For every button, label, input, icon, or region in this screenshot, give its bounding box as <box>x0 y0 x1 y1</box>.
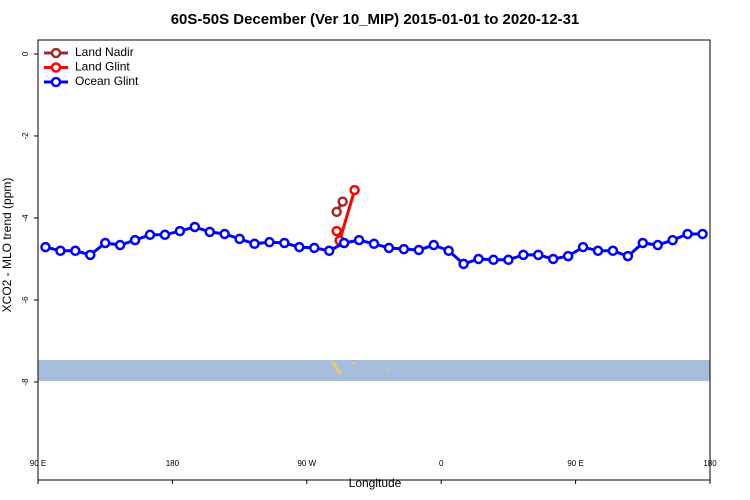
data-point <box>547 253 559 265</box>
legend-label: Land Nadir <box>75 45 134 59</box>
x-tick-label: 90 E <box>30 459 46 468</box>
data-point <box>443 245 454 257</box>
legend-marker <box>50 62 62 73</box>
data-point <box>607 245 619 257</box>
map-land <box>352 362 355 364</box>
data-point <box>503 254 514 266</box>
data-point <box>55 245 66 257</box>
data-point <box>309 242 320 254</box>
x-tick-label: 180 <box>166 459 180 468</box>
x-tick-label: 90 W <box>297 459 316 468</box>
y-tick-label: -6 <box>21 296 30 304</box>
data-point <box>338 237 350 249</box>
data-point <box>697 228 708 240</box>
map-land <box>331 361 342 374</box>
data-point <box>667 234 678 246</box>
data-point <box>144 229 156 241</box>
data-point <box>368 238 380 250</box>
data-point <box>70 245 81 257</box>
data-point <box>637 237 649 249</box>
data-point <box>562 250 574 262</box>
legend-label: Land Glint <box>75 60 130 74</box>
data-point <box>349 184 360 196</box>
data-point <box>129 234 141 246</box>
x-tick-label: 0 <box>439 459 444 468</box>
x-tick-label: 90 E <box>567 459 583 468</box>
data-point <box>337 196 348 207</box>
data-point <box>323 245 335 257</box>
data-point <box>159 229 171 241</box>
data-point <box>85 249 96 261</box>
data-point <box>473 253 484 265</box>
legend-label: Ocean Glint <box>75 74 139 88</box>
data-point <box>249 238 260 250</box>
data-point <box>488 254 499 266</box>
data-point <box>279 237 290 249</box>
data-point <box>353 234 365 246</box>
data-point <box>331 206 342 218</box>
data-point <box>458 258 469 270</box>
x-tick-label: 180 <box>703 459 717 468</box>
plot-frame <box>37 39 711 481</box>
data-point <box>40 241 51 253</box>
data-point <box>622 250 634 262</box>
data-point <box>518 249 529 261</box>
data-point <box>219 228 230 240</box>
chart-title: 60S-50S December (Ver 10_MIP) 2015-01-01… <box>171 11 580 28</box>
map-land <box>386 369 388 371</box>
data-point <box>264 236 275 248</box>
data-point <box>533 249 544 261</box>
x-axis-label: Longitude <box>349 476 402 490</box>
y-axis-label: XCO2 - MLO trend (ppm) <box>0 178 14 313</box>
data-point <box>383 242 395 254</box>
data-point <box>174 225 186 237</box>
map-strip <box>38 360 710 381</box>
data-point <box>428 239 439 251</box>
data-point <box>189 221 201 233</box>
y-tick-label: 0 <box>21 51 30 56</box>
data-point <box>331 225 342 237</box>
y-tick-label: -4 <box>21 214 30 222</box>
data-point <box>234 233 245 245</box>
y-tick-label: -2 <box>21 132 30 140</box>
data-point <box>592 245 604 257</box>
data-point <box>682 228 693 240</box>
data-point <box>99 237 111 249</box>
data-point <box>577 241 589 253</box>
data-point <box>413 244 425 256</box>
data-point <box>294 241 305 253</box>
data-point <box>652 239 663 251</box>
data-point <box>204 226 215 238</box>
data-point <box>398 243 410 255</box>
y-tick-label: -8 <box>21 378 30 386</box>
legend-marker <box>50 47 62 59</box>
data-point <box>114 239 126 251</box>
legend-marker <box>50 76 62 88</box>
